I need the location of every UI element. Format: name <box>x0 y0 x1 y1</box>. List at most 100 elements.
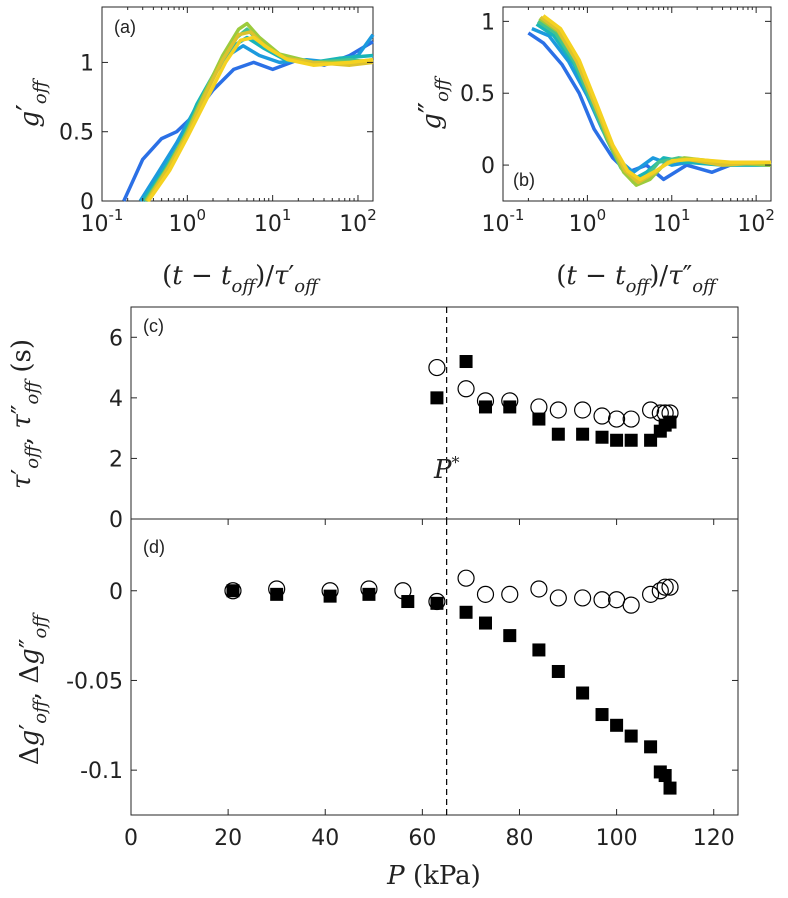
data-point-circle <box>622 410 640 428</box>
data-point-square <box>576 427 590 441</box>
x-tick-label: 10-1 <box>81 206 124 237</box>
x-tick-exponent: 2 <box>765 206 775 224</box>
y-tick-label: 0 <box>481 154 495 179</box>
y-tick-label: 0.5 <box>460 82 495 107</box>
data-point-circle <box>607 410 626 428</box>
data-point-circle <box>622 596 640 614</box>
data-point-circle <box>651 582 669 600</box>
x-tick-base: 10 <box>737 212 765 237</box>
data-point-square <box>323 589 337 603</box>
x-tick-label: 100 <box>169 206 207 237</box>
x-tick-exponent: 1 <box>282 206 292 224</box>
x-tick-label: 0 <box>124 826 138 851</box>
y-tick-label: 0 <box>109 508 123 533</box>
x-tick-label: 60 <box>408 826 436 851</box>
x-tick-label: 102 <box>737 206 775 237</box>
x-tick-exponent: -1 <box>109 206 124 224</box>
x-tick-base: 60 <box>408 826 436 851</box>
x-tick-label: 100 <box>596 826 638 851</box>
data-point-circle <box>656 578 674 596</box>
data-point-circle <box>593 407 611 425</box>
y-tick-label: 1 <box>481 10 495 35</box>
data-point-square <box>624 729 638 743</box>
data-point-square <box>610 718 624 732</box>
panel-c-label: (c) <box>143 316 164 336</box>
data-point-circle <box>501 585 519 603</box>
data-point-square <box>532 412 546 426</box>
data-point-circle <box>574 589 592 607</box>
panel-b-y-axis-label: g″off <box>413 75 453 130</box>
panel-c-ticks: 0 2 4 6 <box>109 326 738 533</box>
data-point-square <box>362 587 376 601</box>
y-tick-label: 2 <box>109 447 123 472</box>
data-point-square <box>551 427 565 441</box>
x-tick-base: 40 <box>311 826 339 851</box>
data-point-circle <box>457 380 475 398</box>
series-line <box>542 14 771 182</box>
x-tick-base: 120 <box>693 826 735 851</box>
data-point-circle <box>641 401 660 419</box>
data-point-square <box>576 686 590 700</box>
data-point-square <box>459 605 473 619</box>
panel-c-plot-area <box>130 306 739 520</box>
y-tick-label: 0 <box>80 190 94 215</box>
y-tick-label: 4 <box>109 387 123 412</box>
x-tick-label: 10-1 <box>482 206 525 237</box>
x-tick-base: 10 <box>81 212 109 237</box>
data-point-circle <box>549 401 567 419</box>
data-point-circle <box>360 580 378 598</box>
x-tick-base: 10 <box>482 212 510 237</box>
data-point-circle <box>530 398 548 416</box>
data-point-square <box>478 616 492 630</box>
data-point-square <box>532 643 546 657</box>
panel-d-y-axis-label: Δg′off, Δg″off <box>15 612 51 765</box>
data-point-square <box>551 664 565 678</box>
panel-d-x-axis-label: P (kPa) <box>386 861 481 891</box>
data-point-square <box>459 355 473 369</box>
data-point-circle <box>593 591 611 609</box>
data-point-square <box>610 433 624 447</box>
data-point-circle <box>268 580 286 598</box>
x-tick-exponent: 0 <box>597 206 607 224</box>
x-tick-base: 80 <box>505 826 533 851</box>
panel-c-y-axis-label: τ′off, τ″off (s) <box>7 339 43 489</box>
data-point-circle <box>661 578 679 596</box>
x-tick-exponent: 2 <box>367 206 377 224</box>
data-point-circle <box>549 589 567 607</box>
panel-a-label: (a) <box>114 17 136 37</box>
panel-d-plot-area <box>130 518 739 816</box>
panel-a-x-axis-label: (t − toff)/τ′off <box>162 261 321 297</box>
data-point-circle <box>428 592 446 611</box>
y-tick-label: 6 <box>109 326 123 351</box>
data-point-circle <box>457 569 475 587</box>
x-tick-base: 10 <box>254 212 282 237</box>
panel-a-y-axis-label: g′off <box>11 77 51 127</box>
data-point-circle <box>641 585 660 603</box>
panel-d-label: (d) <box>143 537 165 557</box>
panel-c-series-group <box>428 355 679 447</box>
data-point-square <box>663 415 677 429</box>
data-point-circle <box>574 401 592 419</box>
panel-b-plot-area <box>502 6 772 202</box>
panel-d-series-group <box>224 569 679 795</box>
data-point-square <box>595 708 609 722</box>
data-point-square <box>503 400 517 414</box>
x-tick-label: 101 <box>653 206 691 237</box>
panel-b-label: (b) <box>513 170 535 190</box>
x-tick-base: 10 <box>169 212 197 237</box>
data-point-square <box>658 769 672 783</box>
x-tick-label: 100 <box>569 206 607 237</box>
data-point-circle <box>224 582 242 600</box>
x-tick-base: 10 <box>653 212 681 237</box>
data-point-circle <box>476 585 495 603</box>
y-tick-label: -0.05 <box>66 669 123 694</box>
data-point-circle <box>394 582 412 600</box>
data-point-square <box>478 400 492 414</box>
x-tick-base: 10 <box>339 212 367 237</box>
panel-b-series-group <box>527 14 772 187</box>
